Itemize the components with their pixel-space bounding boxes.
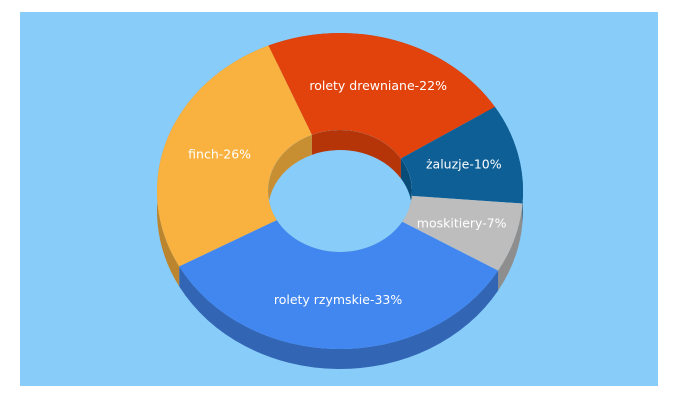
data-label: moskitiery-7% <box>417 215 507 230</box>
slice-side <box>498 203 523 291</box>
slice-inner-side <box>400 158 412 216</box>
slice-inner-side <box>311 130 401 179</box>
slice <box>179 220 499 349</box>
slice-inner-side <box>268 134 312 241</box>
slice <box>400 106 524 204</box>
slice-side <box>179 266 499 369</box>
data-label: rolety drewniane-22% <box>309 78 447 93</box>
slice <box>156 45 312 267</box>
data-label: rolety rzymskie-33% <box>274 292 403 307</box>
slice <box>402 195 523 271</box>
slice <box>268 33 495 159</box>
data-label: żaluzje-10% <box>426 156 502 171</box>
hole <box>268 130 412 252</box>
data-label: finch-26% <box>188 146 251 161</box>
